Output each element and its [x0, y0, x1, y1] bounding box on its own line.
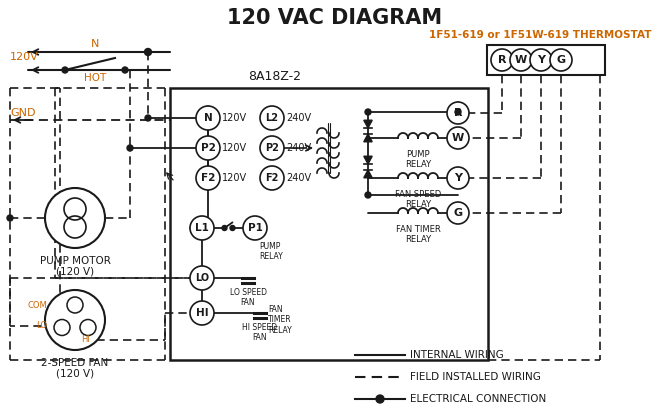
Circle shape [45, 188, 105, 248]
Circle shape [260, 136, 284, 160]
Text: PUMP MOTOR: PUMP MOTOR [40, 256, 111, 266]
Text: 120 VAC DIAGRAM: 120 VAC DIAGRAM [227, 8, 443, 28]
Circle shape [447, 202, 469, 224]
Text: L2: L2 [265, 113, 279, 123]
Text: 240V: 240V [286, 113, 311, 123]
Text: 120V: 120V [222, 143, 247, 153]
Polygon shape [364, 120, 373, 128]
Circle shape [62, 67, 68, 73]
Circle shape [196, 106, 220, 130]
Circle shape [145, 49, 151, 55]
Circle shape [145, 115, 151, 121]
Text: FAN TIMER
RELAY: FAN TIMER RELAY [395, 225, 440, 244]
Text: HOT: HOT [84, 73, 106, 83]
Text: P2: P2 [200, 143, 216, 153]
Circle shape [260, 166, 284, 190]
Text: FIELD INSTALLED WIRING: FIELD INSTALLED WIRING [410, 372, 541, 382]
Text: F2: F2 [201, 173, 215, 183]
Circle shape [260, 106, 284, 130]
Circle shape [447, 127, 469, 149]
Text: INTERNAL WIRING: INTERNAL WIRING [410, 350, 504, 360]
Circle shape [491, 49, 513, 71]
Circle shape [45, 290, 105, 350]
Text: PUMP
RELAY: PUMP RELAY [405, 150, 431, 169]
Text: R: R [454, 108, 462, 118]
Text: N: N [91, 39, 99, 49]
Text: LO: LO [195, 273, 209, 283]
Circle shape [7, 215, 13, 221]
Circle shape [243, 216, 267, 240]
Circle shape [190, 216, 214, 240]
Circle shape [222, 225, 227, 230]
Bar [170, 88, 488, 360]
Text: FAN SPEED
RELAY: FAN SPEED RELAY [395, 190, 441, 210]
Circle shape [530, 49, 552, 71]
Text: COM: COM [27, 302, 47, 310]
Bar [487, 45, 605, 75]
Text: P2: P2 [265, 143, 279, 153]
Circle shape [190, 301, 214, 325]
Circle shape [447, 102, 469, 124]
Polygon shape [364, 156, 373, 164]
Text: Y: Y [537, 55, 545, 65]
Circle shape [196, 166, 220, 190]
Text: 2-SPEED FAN: 2-SPEED FAN [42, 358, 109, 368]
Text: W: W [515, 55, 527, 65]
Text: FAN
TIMER
RELAY: FAN TIMER RELAY [268, 305, 291, 335]
Circle shape [550, 49, 572, 71]
Text: PUMP
RELAY: PUMP RELAY [259, 242, 283, 261]
Circle shape [447, 167, 469, 189]
Text: G: G [557, 55, 565, 65]
Circle shape [230, 225, 235, 230]
Text: GND: GND [10, 108, 36, 118]
Text: 120V: 120V [222, 173, 247, 183]
Circle shape [365, 192, 371, 198]
Text: P1: P1 [247, 223, 263, 233]
Text: 8A18Z-2: 8A18Z-2 [249, 70, 302, 83]
Text: 240V: 240V [286, 143, 311, 153]
Text: HI SPEED
FAN: HI SPEED FAN [243, 323, 277, 342]
Text: 1F51-619 or 1F51W-619 THERMOSTAT: 1F51-619 or 1F51W-619 THERMOSTAT [429, 30, 651, 40]
Text: ELECTRICAL CONNECTION: ELECTRICAL CONNECTION [410, 394, 546, 404]
Text: W: W [452, 133, 464, 143]
Circle shape [510, 49, 532, 71]
Polygon shape [364, 134, 373, 142]
Text: HI: HI [81, 336, 90, 344]
Text: 120V: 120V [10, 52, 39, 62]
Circle shape [365, 109, 371, 115]
Circle shape [376, 395, 384, 403]
Text: 240V: 240V [286, 173, 311, 183]
Polygon shape [364, 170, 373, 178]
Text: LO: LO [36, 321, 47, 331]
Text: 120V: 120V [222, 113, 247, 123]
Circle shape [455, 109, 461, 115]
Text: L1: L1 [195, 223, 209, 233]
Text: R: R [498, 55, 507, 65]
Circle shape [122, 67, 128, 73]
Text: G: G [454, 208, 462, 218]
Text: Y: Y [454, 173, 462, 183]
Circle shape [127, 145, 133, 151]
Text: N: N [204, 113, 212, 123]
Text: HI: HI [196, 308, 208, 318]
Text: (120 V): (120 V) [56, 369, 94, 379]
Text: LO SPEED
FAN: LO SPEED FAN [230, 288, 267, 308]
Text: F2: F2 [265, 173, 279, 183]
Text: (120 V): (120 V) [56, 267, 94, 277]
Circle shape [196, 136, 220, 160]
Circle shape [190, 266, 214, 290]
